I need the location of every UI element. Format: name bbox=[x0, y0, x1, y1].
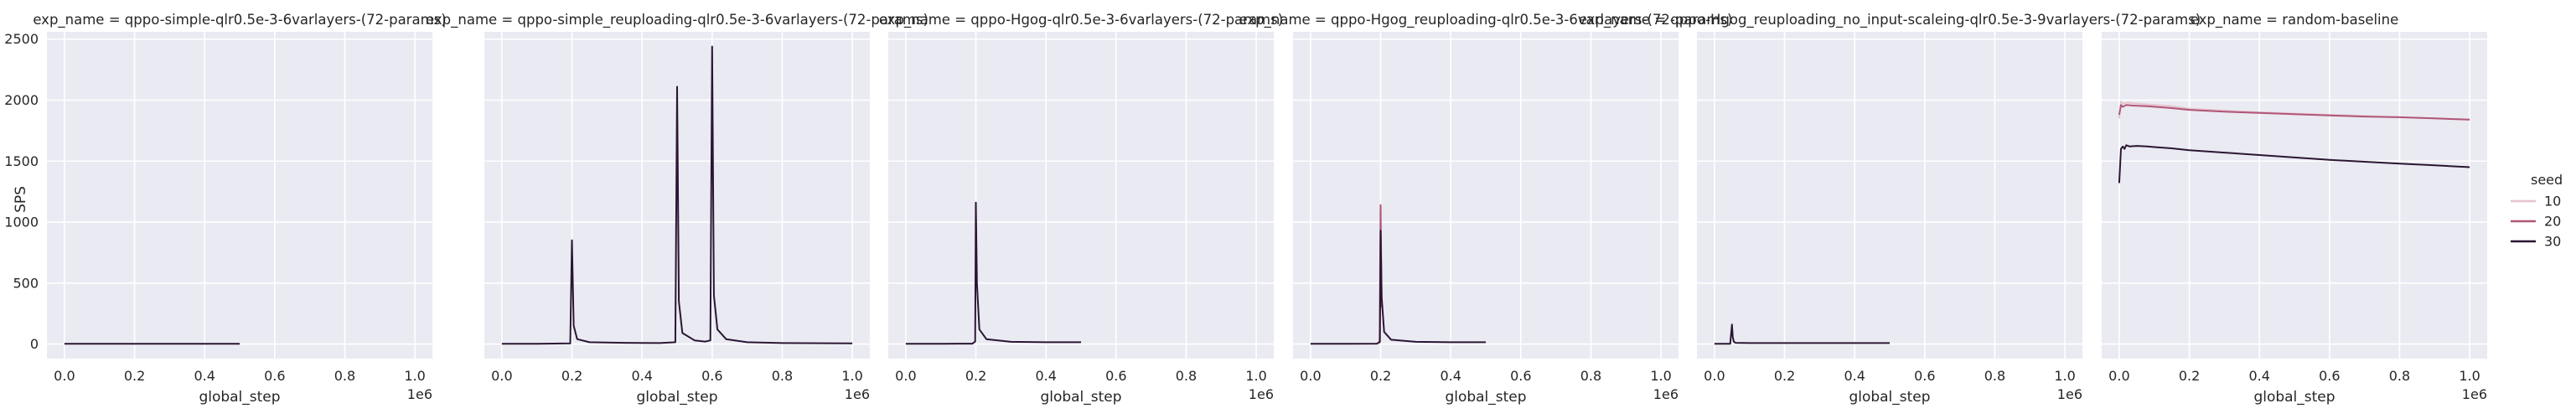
x-tick-label: 0.6 bbox=[264, 368, 285, 384]
x-axis-label: global_step bbox=[636, 389, 717, 406]
legend: seed 10 20 30 bbox=[2511, 172, 2563, 250]
x-offset-label: 1e6 bbox=[1653, 386, 1679, 402]
plot-background bbox=[2102, 32, 2487, 359]
series-line-seed-20 bbox=[2118, 104, 2470, 121]
x-tick-label: 0.8 bbox=[772, 368, 793, 384]
y-tick-label: 0 bbox=[30, 336, 39, 352]
y-tick-label: 2000 bbox=[4, 92, 39, 108]
panel-title: exp_name = qppo-Hgog_reuploading-qlr0.5e… bbox=[1239, 12, 1733, 28]
x-tick-label: 1.0 bbox=[2459, 368, 2480, 384]
x-tick-label: 0.6 bbox=[1914, 368, 1935, 384]
x-axis-label: global_step bbox=[1445, 389, 1526, 406]
series-line-seed-30 bbox=[2118, 144, 2470, 184]
x-axis-label: global_step bbox=[199, 389, 280, 406]
y-tick-label: 2500 bbox=[4, 31, 39, 47]
x-tick-label: 0.0 bbox=[54, 368, 75, 384]
panel-title: exp_name = random-baseline bbox=[2191, 12, 2399, 28]
x-tick-label: 1.0 bbox=[1650, 368, 1671, 384]
x-tick-label: 0.8 bbox=[334, 368, 355, 384]
x-tick-label: 0.6 bbox=[701, 368, 722, 384]
x-tick-label: 0.8 bbox=[1176, 368, 1197, 384]
x-tick-label: 0.0 bbox=[2108, 368, 2129, 384]
series-line-seed-30 bbox=[1310, 230, 1486, 345]
panel-title: exp_name = qppo-Hgog-qlr0.5e-3-6varlayer… bbox=[879, 12, 1283, 28]
x-axis-label: global_step bbox=[1849, 389, 1930, 406]
facet-panel: 0.0 0.2 0.4 0.6 0.8 1.0 1e6 global_step exp_name… bbox=[426, 12, 928, 406]
x-tick-label: 0.4 bbox=[1440, 368, 1461, 384]
x-tick-label: 0.0 bbox=[895, 368, 916, 384]
x-tick-label: 0.0 bbox=[491, 368, 512, 384]
x-tick-label: 0.4 bbox=[1844, 368, 1865, 384]
y-tick-label: 1000 bbox=[4, 215, 39, 230]
legend-title: seed bbox=[2531, 172, 2563, 188]
x-offset-label: 1e6 bbox=[845, 386, 870, 402]
x-tick-label: 0.4 bbox=[2248, 368, 2269, 384]
facet-panel: 0.0 0.2 0.4 0.6 0.8 1.0 1e6 global_step exp_name… bbox=[2102, 12, 2487, 406]
plot-background bbox=[1293, 32, 1679, 359]
plot-background bbox=[1697, 32, 2082, 359]
legend-entry: 10 bbox=[2544, 194, 2561, 210]
legend-entry: 20 bbox=[2544, 214, 2561, 230]
x-tick-label: 0.6 bbox=[2319, 368, 2340, 384]
series-line-seed-30 bbox=[905, 201, 1081, 345]
x-tick-label: 0.2 bbox=[2179, 368, 2200, 384]
plot-background bbox=[47, 32, 432, 359]
x-offset-label: 1e6 bbox=[2057, 386, 2082, 402]
x-tick-label: 0.2 bbox=[1774, 368, 1795, 384]
x-tick-label: 0.0 bbox=[1704, 368, 1725, 384]
x-tick-label: 0.2 bbox=[124, 368, 145, 384]
y-tick-label: 1500 bbox=[4, 153, 39, 169]
x-tick-label: 0.4 bbox=[631, 368, 652, 384]
legend-entry: 30 bbox=[2544, 234, 2561, 250]
x-tick-label: 0.6 bbox=[1105, 368, 1126, 384]
facet-panel: 0.0 0.2 0.4 0.6 0.8 1.0 1e6 global_step exp_name… bbox=[879, 12, 1283, 406]
facet-panel: 0.0 0.2 0.4 0.6 0.8 1.0 0 500 1000 1500 2000 2500 1e… bbox=[4, 12, 446, 406]
facet-panel: 0.0 0.2 0.4 0.6 0.8 1.0 1e6 global_step exp_name… bbox=[1239, 12, 1733, 406]
x-tick-label: 0.8 bbox=[1580, 368, 1601, 384]
x-tick-label: 1.0 bbox=[841, 368, 862, 384]
plot-background bbox=[888, 32, 1274, 359]
x-tick-label: 1.0 bbox=[1245, 368, 1266, 384]
y-tick-label: 500 bbox=[13, 275, 39, 291]
panel-title: exp_name = qppo-Hgog_reuploading_no_inpu… bbox=[1579, 12, 2201, 28]
x-offset-label: 1e6 bbox=[1249, 386, 1274, 402]
x-tick-label: 0.2 bbox=[1370, 368, 1391, 384]
x-tick-label: 1.0 bbox=[2054, 368, 2075, 384]
x-tick-label: 0.4 bbox=[1035, 368, 1056, 384]
facet-panel: 0.0 0.2 0.4 0.6 0.8 1.0 1e6 global_step exp_name… bbox=[1579, 12, 2201, 406]
x-tick-label: 0.0 bbox=[1300, 368, 1321, 384]
x-tick-label: 1.0 bbox=[404, 368, 425, 384]
y-axis-label: SPS bbox=[13, 186, 29, 213]
panel-title: exp_name = qppo-simple-qlr0.5e-3-6varlay… bbox=[33, 12, 446, 28]
x-tick-label: 0.6 bbox=[1510, 368, 1531, 384]
x-tick-label: 0.2 bbox=[561, 368, 582, 384]
x-axis-label: global_step bbox=[1040, 389, 1121, 406]
x-offset-label: 1e6 bbox=[2462, 386, 2487, 402]
series-line-seed-30 bbox=[501, 45, 853, 345]
x-tick-label: 0.2 bbox=[965, 368, 986, 384]
panel-title: exp_name = qppo-simple_reuploading-qlr0.… bbox=[426, 12, 928, 28]
x-axis-label: global_step bbox=[2253, 389, 2335, 406]
series-line-seed-30 bbox=[1714, 323, 1890, 345]
chart-panels: 0.0 0.2 0.4 0.6 0.8 1.0 0 500 1000 1500 2000 2500 1e… bbox=[4, 12, 2487, 406]
x-offset-label: 1e6 bbox=[407, 386, 432, 402]
x-tick-label: 0.4 bbox=[194, 368, 215, 384]
x-tick-label: 0.8 bbox=[2389, 368, 2410, 384]
x-tick-label: 0.8 bbox=[1984, 368, 2005, 384]
